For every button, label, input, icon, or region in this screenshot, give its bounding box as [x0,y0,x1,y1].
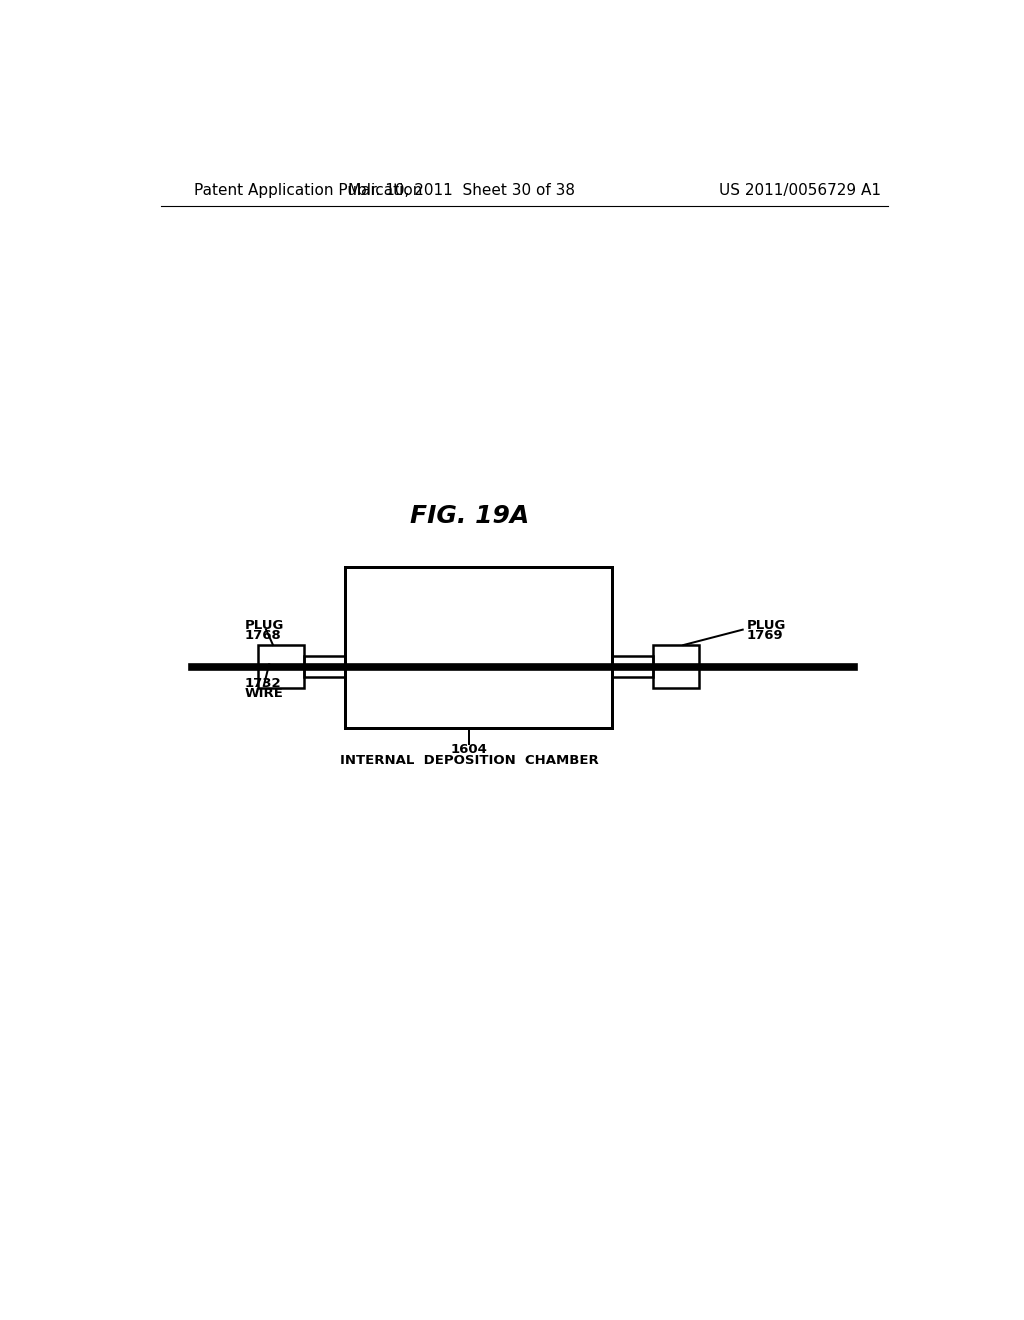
Text: INTERNAL  DEPOSITION  CHAMBER: INTERNAL DEPOSITION CHAMBER [340,754,599,767]
Text: 1604: 1604 [451,743,487,756]
Text: PLUG: PLUG [746,619,786,631]
Text: FIG. 19A: FIG. 19A [410,504,529,528]
Text: US 2011/0056729 A1: US 2011/0056729 A1 [720,183,882,198]
Bar [258,645,304,688]
Text: 1769: 1769 [746,628,783,642]
Text: Mar. 10, 2011  Sheet 30 of 38: Mar. 10, 2011 Sheet 30 of 38 [348,183,575,198]
Text: WIRE: WIRE [245,686,284,700]
Text: PLUG: PLUG [245,619,284,631]
Bar [345,566,611,729]
Bar [611,656,652,677]
Text: 1732: 1732 [245,677,282,690]
Bar [652,645,698,688]
Bar [304,656,345,677]
Text: Patent Application Publication: Patent Application Publication [194,183,422,198]
Text: 1768: 1768 [245,628,282,642]
